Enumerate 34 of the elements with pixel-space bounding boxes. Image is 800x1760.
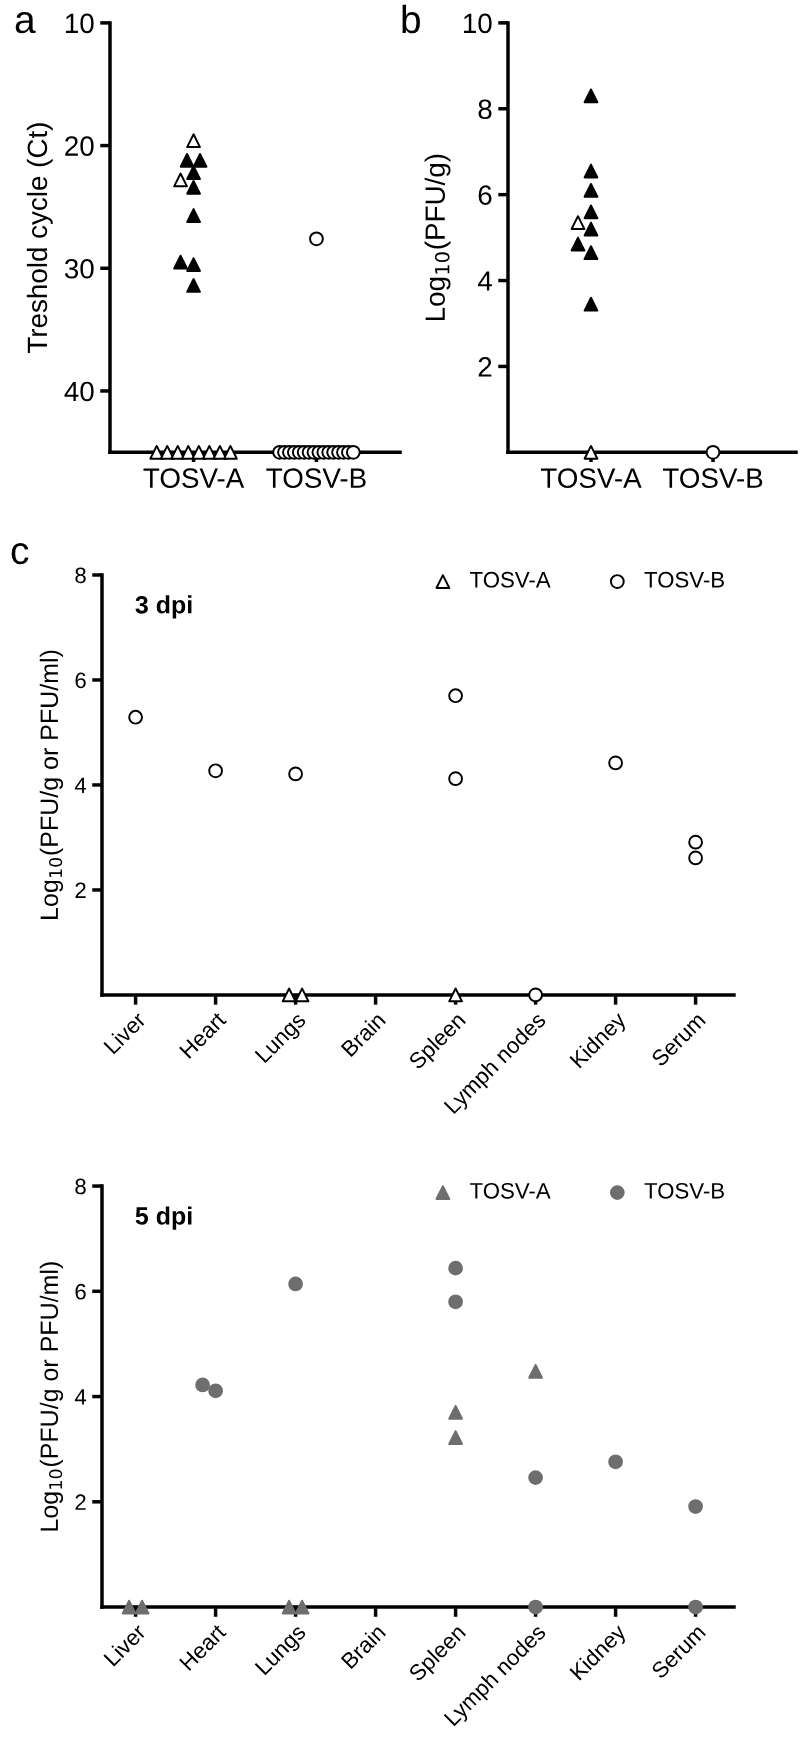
- y-tick-label: 8: [75, 567, 86, 584]
- y-tick-label: 30: [64, 258, 94, 279]
- y-tick-label: 6: [478, 185, 492, 205]
- chart-title: c: [11, 543, 29, 565]
- legend-label: TOSV-B: [644, 1182, 724, 1199]
- y-tick-label: 4: [74, 1389, 87, 1405]
- y-tick-label: 6: [75, 1283, 86, 1300]
- chart-title: a: [15, 12, 36, 34]
- annotation: 3 dpi: [135, 595, 192, 619]
- y-axis-title: Log$_{10}$(PFU/g): [424, 154, 451, 321]
- x-tick-label: TOSV-A: [540, 468, 642, 488]
- y-tick-label: 6: [75, 672, 86, 689]
- y-tick-label: 2: [75, 1494, 86, 1510]
- legend-label: TOSV-B: [644, 571, 724, 588]
- y-tick-label: 2: [75, 882, 86, 898]
- legend-label: TOSV-A: [470, 571, 551, 588]
- y-tick-label: 10: [463, 13, 492, 34]
- annotation: 5 dpi: [135, 1206, 192, 1230]
- x-tick-label: TOSV-A: [143, 468, 245, 488]
- y-tick-label: 10: [65, 13, 94, 34]
- y-tick-label: 40: [64, 381, 94, 402]
- y-tick-label: 2: [478, 357, 492, 377]
- y-tick-label: 8: [75, 1178, 86, 1195]
- y-axis-title: Treshold cycle (Ct): [26, 123, 53, 353]
- chart-title: b: [402, 4, 420, 34]
- y-axis-title: Log$_{10}$(PFU/g or PFU/ml): [39, 1262, 64, 1531]
- y-tick-label: 8: [478, 99, 492, 120]
- y-tick-label: 20: [65, 136, 94, 156]
- x-tick-label: TOSV-B: [266, 468, 366, 488]
- x-tick-label: TOSV-B: [662, 468, 763, 488]
- y-axis-title: Log$_{10}$(PFU/g or PFU/ml): [39, 650, 64, 919]
- y-tick-label: 4: [477, 271, 492, 291]
- legend-label: TOSV-A: [470, 1182, 551, 1199]
- y-tick-label: 4: [74, 777, 87, 794]
